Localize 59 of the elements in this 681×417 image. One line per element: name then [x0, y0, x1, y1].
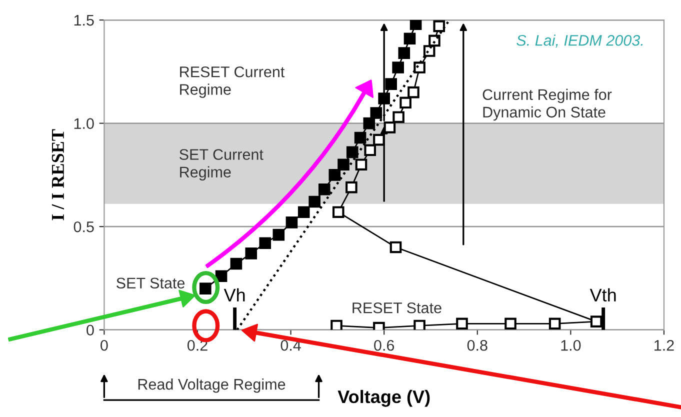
x-tick-label: 1.0: [561, 340, 581, 351]
point: [410, 20, 422, 30]
point: [245, 248, 258, 260]
annotation: RESET Current Regime: [180, 66, 285, 98]
point: [298, 206, 310, 218]
point: [330, 320, 342, 330]
point: [230, 258, 242, 270]
point: [408, 86, 420, 98]
y-tick-label: 0: [86, 324, 94, 336]
point: [414, 320, 426, 330]
point: [354, 132, 366, 144]
point: [384, 122, 396, 134]
x-tick-label: 1.2: [654, 340, 674, 351]
point: [390, 241, 402, 254]
annotation: RESET State: [352, 302, 442, 314]
point: [355, 158, 368, 171]
point: [370, 107, 382, 119]
ref-line-label: Vh: [224, 288, 245, 302]
point: [286, 216, 298, 228]
point: [548, 318, 561, 330]
point: [385, 78, 397, 90]
point: [272, 228, 285, 241]
point: [332, 206, 344, 218]
point: [346, 146, 358, 158]
point: [363, 117, 376, 130]
point: [590, 316, 602, 328]
point: [346, 181, 358, 194]
x-axis-title: Voltage (V): [338, 390, 430, 407]
point: [392, 111, 404, 124]
point: [504, 318, 516, 330]
point: [400, 96, 412, 109]
point: [338, 158, 350, 171]
point: [398, 47, 410, 59]
x-tick-label: 0.8: [467, 340, 488, 351]
point: [456, 318, 468, 330]
y-axis-title: I / I RESET: [52, 129, 64, 220]
annotation: Current Regime for Dynamic On State: [482, 88, 612, 121]
ref-line-label: Vth: [590, 288, 616, 302]
annotation: S. Lai, IEDM 2003.: [516, 34, 643, 48]
text: Read Voltage Regime: [138, 378, 286, 393]
point: [404, 32, 416, 45]
point: [328, 169, 341, 181]
annotation: SET Current Regime: [180, 149, 264, 181]
point: [259, 237, 272, 249]
point: [373, 134, 385, 146]
x-tick-label: 0: [100, 340, 108, 351]
annotation: SET State: [116, 278, 185, 289]
y-tick-label: 0.5: [74, 221, 94, 232]
point: [318, 183, 330, 196]
x-tick-label: 0.6: [374, 340, 394, 351]
point: [215, 270, 228, 282]
point: [414, 62, 426, 74]
point: [433, 20, 446, 32]
point: [364, 144, 376, 156]
point: [378, 92, 390, 104]
y-tick-label: 1.5: [74, 15, 94, 26]
point: [392, 62, 404, 74]
y-tick-label: 1.0: [74, 118, 94, 129]
point: [308, 196, 320, 208]
